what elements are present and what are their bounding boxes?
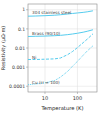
annotation: Ni [32,55,36,60]
y-tick-label: 0.0001 [9,84,25,89]
y-grid-line [28,86,97,87]
y-axis-label: Resistivity (μΩ·m) [0,26,7,71]
y-tick [26,48,28,49]
annotation: Cu (rr = 100) [32,80,60,85]
y-grid-line [28,48,97,49]
series-line [28,46,93,85]
annotation: 304 stainless steel [32,10,71,15]
grid [28,4,97,92]
x-axis-label: Temperature (K) [41,105,84,112]
annotation: Brass (90/10) [32,31,61,36]
annotations: 304 stainless steel Brass (90/10) Ni Cu (rr… [32,10,71,85]
y-tick [26,9,28,10]
series-line [28,11,93,16]
axes: 10 100 0.0001 0.001 0.01 0.1 1 [9,7,82,100]
y-grid-line [28,67,97,68]
series-line [28,30,93,37]
y-tick-label: 0.001 [12,65,25,70]
chart: 10 100 0.0001 0.001 0.01 0.1 1 Temperature (K) R… [0,0,100,113]
y-tick [26,86,28,87]
y-tick [26,67,28,68]
y-grid-line [28,28,97,29]
x-tick-label: 100 [73,95,83,101]
x-tick-label: 10 [42,95,48,101]
y-tick-label: 0.01 [15,46,25,51]
y-tick [26,28,28,29]
y-tick-label: 0.1 [18,27,25,32]
plot-frame [28,4,97,92]
lines [28,11,93,85]
y-tick-label: 1 [22,7,25,12]
